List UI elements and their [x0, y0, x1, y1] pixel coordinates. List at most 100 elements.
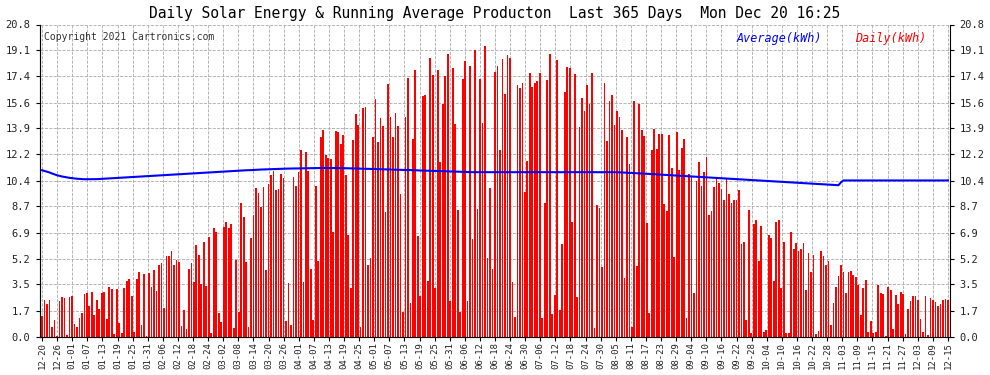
- Bar: [430, 58, 432, 337]
- Bar: [517, 85, 519, 337]
- Bar: [298, 172, 299, 337]
- Bar: [910, 300, 912, 337]
- Bar: [471, 239, 473, 337]
- Bar: [584, 111, 585, 337]
- Bar: [877, 285, 879, 337]
- Bar: [226, 222, 227, 337]
- Bar: [175, 260, 177, 337]
- Bar: [387, 84, 389, 337]
- Bar: [663, 204, 665, 337]
- Bar: [153, 270, 154, 337]
- Bar: [464, 62, 466, 337]
- Text: Average(kWh): Average(kWh): [737, 32, 822, 45]
- Bar: [91, 292, 93, 337]
- Bar: [144, 274, 145, 337]
- Bar: [645, 222, 647, 337]
- Bar: [882, 294, 884, 337]
- Bar: [252, 215, 254, 337]
- Bar: [902, 294, 904, 337]
- Bar: [867, 332, 869, 337]
- Bar: [195, 245, 197, 337]
- Bar: [466, 301, 468, 337]
- Bar: [163, 308, 165, 337]
- Bar: [631, 327, 633, 337]
- Bar: [374, 99, 376, 337]
- Bar: [800, 249, 802, 337]
- Title: Daily Solar Energy & Running Average Producton  Last 365 Days  Mon Dec 20 16:25: Daily Solar Energy & Running Average Pro…: [149, 6, 841, 21]
- Bar: [126, 281, 128, 337]
- Bar: [364, 107, 366, 337]
- Bar: [313, 320, 314, 337]
- Bar: [865, 280, 866, 337]
- Bar: [708, 215, 710, 337]
- Bar: [599, 208, 600, 337]
- Bar: [731, 203, 733, 337]
- Bar: [484, 46, 486, 337]
- Bar: [616, 111, 618, 337]
- Bar: [190, 263, 192, 337]
- Bar: [830, 325, 832, 337]
- Bar: [686, 318, 687, 337]
- Bar: [461, 79, 463, 337]
- Bar: [553, 295, 555, 337]
- Bar: [131, 297, 133, 337]
- Bar: [838, 276, 840, 337]
- Bar: [213, 228, 215, 337]
- Bar: [347, 234, 349, 337]
- Bar: [915, 296, 917, 337]
- Bar: [352, 140, 354, 337]
- Bar: [445, 76, 446, 337]
- Bar: [626, 137, 628, 337]
- Bar: [875, 332, 876, 337]
- Bar: [343, 135, 345, 337]
- Bar: [581, 98, 583, 337]
- Bar: [437, 70, 439, 337]
- Bar: [810, 272, 812, 337]
- Bar: [440, 162, 442, 337]
- Bar: [310, 269, 312, 337]
- Bar: [422, 96, 424, 337]
- Bar: [328, 158, 329, 337]
- Bar: [308, 171, 309, 337]
- Bar: [594, 328, 595, 337]
- Bar: [504, 94, 506, 337]
- Bar: [681, 148, 682, 337]
- Bar: [823, 256, 825, 337]
- Bar: [507, 55, 508, 337]
- Bar: [793, 249, 795, 337]
- Bar: [723, 200, 725, 337]
- Bar: [272, 171, 274, 337]
- Bar: [71, 296, 73, 337]
- Bar: [808, 253, 810, 337]
- Bar: [938, 306, 939, 337]
- Bar: [231, 224, 232, 337]
- Bar: [870, 321, 871, 337]
- Bar: [345, 176, 346, 337]
- Bar: [188, 269, 190, 337]
- Bar: [569, 68, 570, 337]
- Bar: [290, 325, 292, 337]
- Bar: [658, 134, 660, 337]
- Bar: [250, 238, 252, 337]
- Bar: [770, 238, 772, 337]
- Bar: [614, 125, 616, 337]
- Bar: [661, 134, 662, 337]
- Bar: [379, 118, 381, 337]
- Bar: [703, 172, 705, 337]
- Bar: [656, 149, 657, 337]
- Bar: [325, 154, 327, 337]
- Bar: [900, 292, 902, 337]
- Bar: [489, 188, 491, 337]
- Bar: [265, 270, 267, 337]
- Bar: [641, 129, 643, 337]
- Bar: [228, 228, 230, 337]
- Bar: [56, 336, 57, 337]
- Bar: [539, 73, 541, 337]
- Bar: [200, 284, 202, 337]
- Bar: [892, 329, 894, 337]
- Bar: [872, 333, 874, 337]
- Bar: [354, 114, 356, 337]
- Bar: [716, 178, 718, 337]
- Bar: [922, 333, 924, 337]
- Bar: [173, 265, 175, 337]
